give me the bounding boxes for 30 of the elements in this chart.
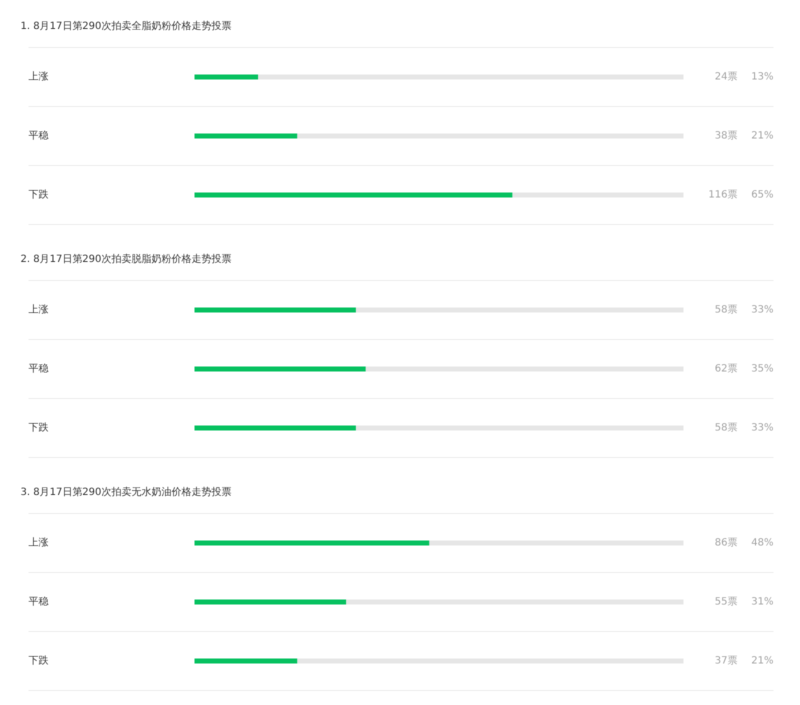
text: 116票 — [708, 190, 738, 200]
text: 55票 — [714, 596, 738, 608]
category-label: 上涨 — [28, 304, 48, 316]
text: 24票 — [714, 72, 738, 82]
category-label: 下跌 — [28, 656, 48, 666]
data-label: 33% — [751, 304, 774, 316]
category-label: 平稳 — [28, 130, 48, 142]
category-label: 下跌 — [28, 422, 48, 434]
data-label: 21% — [751, 130, 774, 142]
chart-title: 1. 8月17日第290次拍卖全脂奶粉价格走势投票 — [20, 20, 232, 32]
text: 37票 — [714, 656, 738, 666]
category-label: 上涨 — [28, 538, 48, 548]
data-label: 48% — [751, 538, 774, 548]
text: 86票 — [714, 538, 738, 548]
text: 58票 — [714, 422, 738, 434]
data-label: 31% — [751, 596, 774, 608]
data-label: 33% — [751, 422, 774, 434]
data-label: 65% — [751, 190, 774, 200]
data-label: 21% — [751, 656, 774, 666]
data-label: 35% — [751, 364, 774, 374]
category-label: 平稳 — [28, 596, 48, 608]
data-label: 13% — [751, 72, 774, 82]
text: 62票 — [714, 364, 738, 374]
category-label: 下跌 — [28, 190, 48, 200]
category-label: 平稳 — [28, 364, 48, 374]
chart-title: 3. 8月17日第290次拍卖无水奶油价格走势投票 — [20, 486, 232, 498]
category-label: 上涨 — [28, 72, 48, 82]
text: 38票 — [714, 130, 738, 142]
text: 58票 — [714, 304, 738, 316]
chart-title: 2. 8月17日第290次拍卖脱脂奶粉价格走势投票 — [20, 253, 232, 265]
